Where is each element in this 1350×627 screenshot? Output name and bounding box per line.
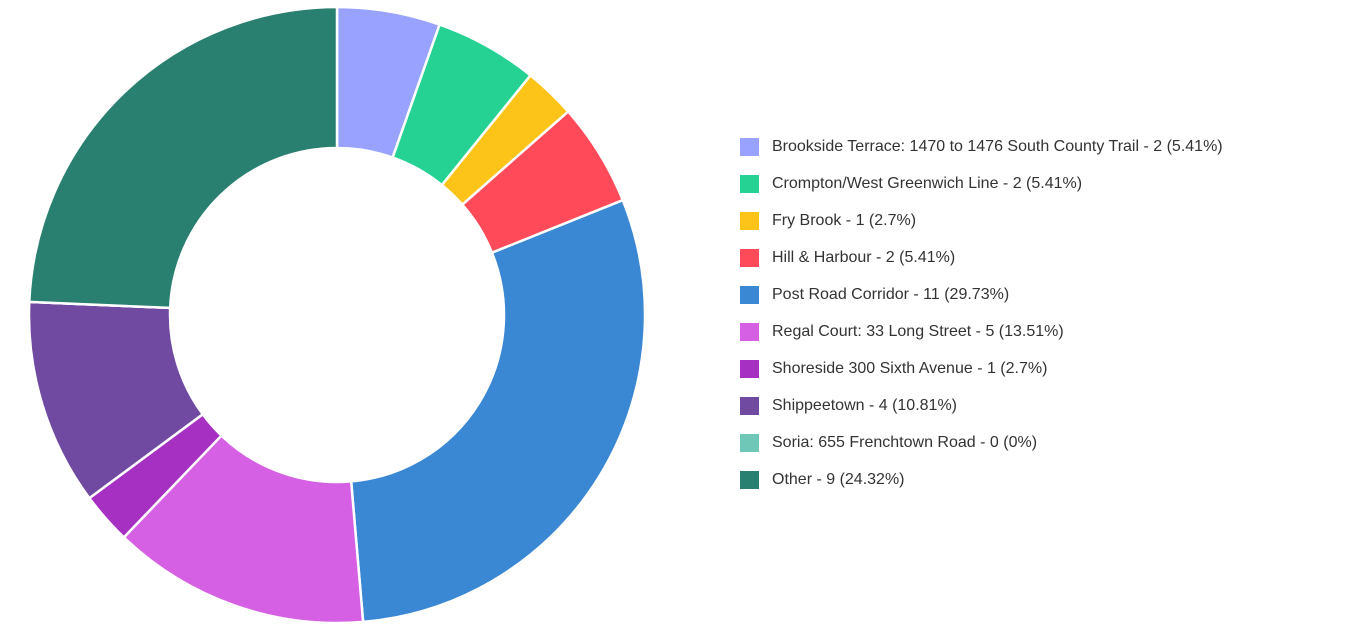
legend-swatch xyxy=(740,397,759,415)
legend-label: Other - 9 (24.32%) xyxy=(772,471,905,488)
legend-swatch xyxy=(740,249,759,267)
legend-swatch xyxy=(740,434,759,452)
legend-swatch xyxy=(740,175,759,193)
legend-swatch xyxy=(740,471,759,489)
legend-swatch xyxy=(740,138,759,156)
legend-label: Fry Brook - 1 (2.7%) xyxy=(772,212,916,229)
legend-label: Crompton/West Greenwich Line - 2 (5.41%) xyxy=(772,175,1082,192)
legend-label: Hill & Harbour - 2 (5.41%) xyxy=(772,249,955,266)
slice xyxy=(349,198,647,624)
slice xyxy=(27,5,339,310)
legend-label: Post Road Corridor - 11 (29.73%) xyxy=(772,286,1009,303)
legend-label: Soria: 655 Frenchtown Road - 0 (0%) xyxy=(772,434,1037,451)
legend-label: Shoreside 300 Sixth Avenue - 1 (2.7%) xyxy=(772,360,1047,377)
legend-label: Shippeetown - 4 (10.81%) xyxy=(772,397,957,414)
legend-label: Regal Court: 33 Long Street - 5 (13.51%) xyxy=(772,323,1064,340)
legend-swatch xyxy=(740,360,759,378)
legend-swatch xyxy=(740,212,759,230)
legend-swatch xyxy=(740,286,759,304)
legend-swatch xyxy=(740,323,759,341)
legend-label: Brookside Terrace: 1470 to 1476 South Co… xyxy=(772,138,1223,155)
